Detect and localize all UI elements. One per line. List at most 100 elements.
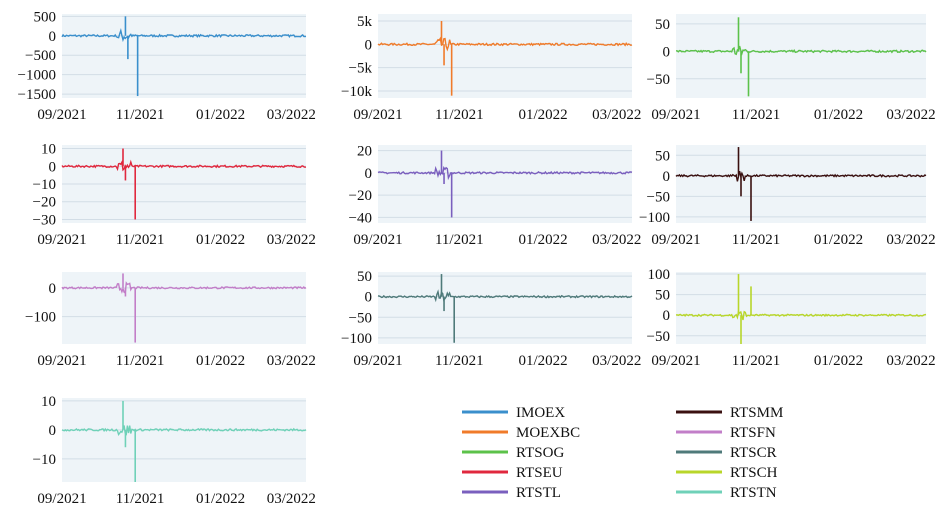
y-tick-label: 0	[365, 290, 373, 306]
y-tick-label: 0	[49, 29, 57, 45]
y-tick-label: 10	[41, 394, 56, 410]
x-tick-label: 09/2021	[37, 232, 86, 248]
y-tick-label: −100	[25, 310, 56, 326]
panel-rtstn: 10 0 −10 09/2021 11/2021 01/2022 03/2022	[33, 394, 316, 507]
legend-label: RTSOG	[516, 445, 564, 461]
series-line	[61, 281, 307, 295]
legend-item: RTSFN	[676, 425, 776, 441]
x-tick-label: 03/2022	[592, 107, 641, 123]
x-tick-label: 03/2022	[267, 353, 316, 369]
legend-label: RTSMM	[730, 405, 783, 421]
legend-label: MOEXBC	[516, 425, 580, 441]
x-tick-label: 03/2022	[886, 353, 935, 369]
legend-label: RTSTN	[730, 485, 777, 501]
y-tick-label: 0	[49, 281, 57, 297]
series-line	[61, 28, 307, 43]
legend: IMOEX MOEXBC RTSOG RTSEU RTSTL RTSMM RTSFN RTSC…	[462, 405, 783, 501]
plot-area	[62, 14, 306, 98]
plot-area	[378, 145, 632, 223]
x-tick-label: 03/2022	[267, 491, 316, 507]
y-tick-label: 5k	[357, 14, 373, 30]
x-tick-label: 09/2021	[651, 107, 700, 123]
panel-rtsch: 100 50 0 −50 09/2021 11/2021 01/2022 03/2022	[647, 267, 936, 369]
panel-rtscr: 50 0 −50 −100 09/2021 11/2021 01/2022 03/2022	[341, 269, 641, 369]
x-tick-label: 03/2022	[267, 232, 316, 248]
y-tick-label: −20	[33, 195, 56, 211]
x-tick-label: 01/2022	[196, 353, 245, 369]
legend-label: RTSCR	[730, 445, 777, 461]
y-tick-label: −50	[647, 329, 670, 345]
x-tick-label: 11/2021	[116, 232, 165, 248]
y-tick-label: 50	[357, 269, 372, 285]
legend-item: RTSOG	[462, 445, 564, 461]
x-tick-label: 11/2021	[435, 353, 484, 369]
series-line	[377, 289, 633, 303]
y-tick-label: −30	[33, 212, 56, 228]
y-tick-label: 0	[49, 423, 57, 439]
x-tick-label: 11/2021	[732, 353, 781, 369]
y-tick-label: −5k	[349, 61, 373, 77]
y-tick-label: 0	[49, 159, 57, 175]
legend-label: IMOEX	[516, 405, 565, 421]
x-tick-label: 11/2021	[435, 232, 484, 248]
plot-area	[676, 272, 926, 344]
x-tick-label: 11/2021	[116, 107, 165, 123]
y-tick-label: −50	[349, 310, 372, 326]
legend-item: RTSCR	[676, 445, 777, 461]
y-tick-label: 50	[655, 148, 670, 164]
y-tick-label: −10	[33, 177, 56, 193]
x-tick-label: 01/2022	[814, 232, 863, 248]
y-tick-label: 0	[663, 44, 671, 60]
y-tick-label: −1000	[18, 68, 56, 84]
plot-area	[62, 272, 306, 344]
legend-label: RTSFN	[730, 425, 776, 441]
x-tick-label: 01/2022	[196, 232, 245, 248]
series-line	[676, 45, 927, 56]
y-tick-label: 50	[655, 288, 670, 304]
x-tick-label: 01/2022	[519, 353, 568, 369]
x-tick-label: 11/2021	[732, 232, 781, 248]
y-tick-label: 10	[41, 142, 56, 158]
y-tick-label: −20	[349, 188, 372, 204]
y-tick-label: −40	[349, 210, 372, 226]
legend-item: RTSTL	[462, 485, 561, 501]
x-tick-label: 01/2022	[196, 491, 245, 507]
x-tick-label: 03/2022	[886, 107, 935, 123]
panel-rtsog: 50 0 −50 09/2021 11/2021 01/2022 03/2022	[647, 14, 936, 123]
panel-rtsfn: 0 −100 09/2021 11/2021 01/2022 03/2022	[25, 272, 316, 369]
plot-area	[676, 145, 926, 223]
series-line	[377, 165, 633, 181]
y-tick-label: −10	[33, 452, 56, 468]
legend-label: RTSTL	[516, 485, 561, 501]
legend-item: RTSEU	[462, 465, 563, 481]
series-line	[61, 159, 307, 172]
x-tick-label: 01/2022	[519, 232, 568, 248]
panel-rtseu: 100 −10 −20−30 09/2021 11/2021 01/2022 03/2022	[33, 142, 316, 248]
y-tick-label: −50	[647, 189, 670, 205]
y-tick-label: −100	[341, 331, 372, 347]
panel-rtstl: 20 0 −20 −40 09/2021 11/2021 01/2022 03/2022	[349, 144, 642, 248]
x-tick-label: 03/2022	[592, 353, 641, 369]
y-tick-label: −10k	[341, 84, 372, 100]
y-tick-label: 50	[655, 17, 670, 33]
x-tick-label: 03/2022	[592, 232, 641, 248]
legend-item: IMOEX	[462, 405, 565, 421]
legend-item: RTSMM	[676, 405, 783, 421]
y-tick-label: −50	[647, 72, 670, 88]
y-tick-label: 100	[648, 267, 671, 283]
x-tick-label: 01/2022	[814, 353, 863, 369]
y-tick-label: 20	[357, 144, 372, 160]
y-tick-label: −500	[25, 48, 56, 64]
x-tick-label: 09/2021	[353, 353, 402, 369]
y-tick-label: 0	[663, 169, 671, 185]
series-line	[675, 171, 927, 182]
y-tick-label: 0	[365, 166, 373, 182]
y-tick-label: 500	[34, 9, 57, 25]
series-line	[675, 309, 927, 321]
plot-area	[378, 14, 632, 98]
y-tick-label: −100	[639, 210, 670, 226]
x-tick-label: 09/2021	[353, 107, 402, 123]
x-tick-label: 09/2021	[37, 107, 86, 123]
x-tick-label: 09/2021	[651, 232, 700, 248]
panel-moexbc: 5k 0 −5k −10k 09/2021 11/2021 01/2022 03/2022	[341, 14, 641, 123]
